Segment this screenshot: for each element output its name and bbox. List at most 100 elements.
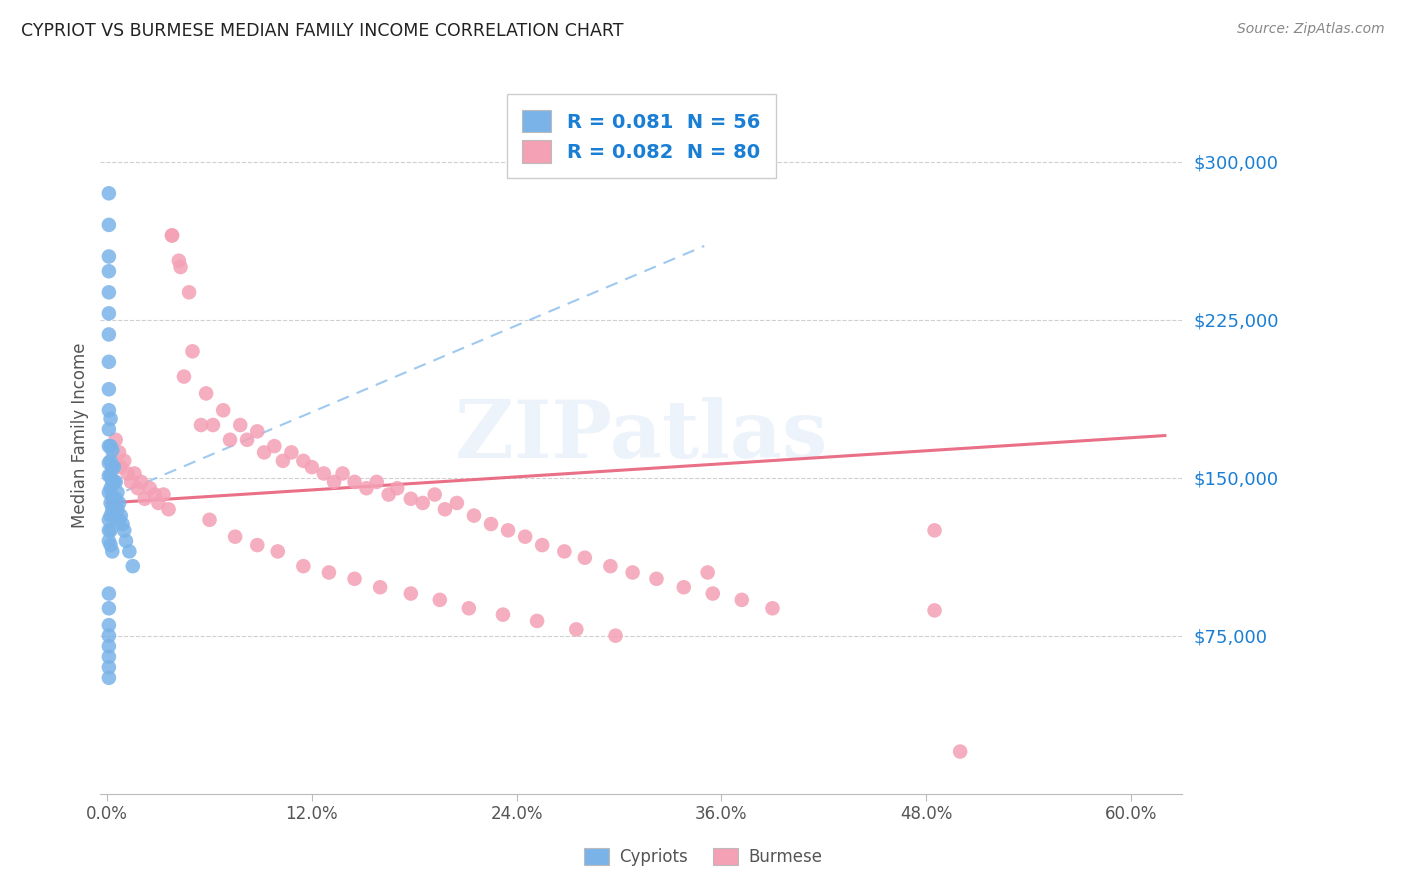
Point <box>565 623 588 637</box>
Point <box>100 538 122 552</box>
Point <box>103 475 125 489</box>
Point <box>124 467 146 481</box>
Point <box>97 533 120 548</box>
Point <box>301 460 323 475</box>
Text: CYPRIOT VS BURMESE MEDIAN FAMILY INCOME CORRELATION CHART: CYPRIOT VS BURMESE MEDIAN FAMILY INCOME … <box>21 22 624 40</box>
Point <box>104 433 127 447</box>
Point <box>129 475 152 489</box>
Point <box>949 745 972 759</box>
Point <box>160 228 183 243</box>
Point <box>103 491 125 506</box>
Point <box>246 538 269 552</box>
Point <box>100 524 122 538</box>
Point <box>385 481 408 495</box>
Point <box>429 592 451 607</box>
Point <box>463 508 485 523</box>
Point <box>97 485 120 500</box>
Point <box>553 544 575 558</box>
Point <box>702 586 724 600</box>
Point <box>97 264 120 278</box>
Point <box>731 592 754 607</box>
Point <box>104 475 127 489</box>
Point <box>97 285 120 300</box>
Point <box>201 417 224 432</box>
Point <box>343 475 366 489</box>
Point <box>97 629 120 643</box>
Point <box>924 603 946 617</box>
Point <box>412 496 434 510</box>
Point <box>120 475 142 489</box>
Point <box>101 490 124 504</box>
Point <box>605 629 627 643</box>
Point <box>280 445 302 459</box>
Point <box>263 439 285 453</box>
Point <box>97 306 120 320</box>
Point <box>924 524 946 538</box>
Point <box>108 513 131 527</box>
Point <box>110 460 132 475</box>
Point <box>312 467 335 481</box>
Legend: R = 0.081  N = 56, R = 0.082  N = 80: R = 0.081 N = 56, R = 0.082 N = 80 <box>506 95 776 178</box>
Point <box>152 487 174 501</box>
Point <box>253 445 276 459</box>
Point <box>621 566 644 580</box>
Point <box>323 475 346 489</box>
Point <box>112 454 135 468</box>
Point <box>108 445 131 459</box>
Point <box>134 491 156 506</box>
Point <box>101 460 124 475</box>
Point <box>97 218 120 232</box>
Point <box>104 508 127 523</box>
Point <box>104 491 127 506</box>
Point <box>101 443 124 458</box>
Point <box>148 496 170 510</box>
Point <box>97 250 120 264</box>
Point <box>97 456 120 470</box>
Point <box>97 671 120 685</box>
Point <box>100 508 122 523</box>
Point <box>212 403 235 417</box>
Point <box>761 601 783 615</box>
Point <box>190 417 212 432</box>
Point <box>173 369 195 384</box>
Point <box>167 253 190 268</box>
Point <box>97 382 120 396</box>
Point <box>267 544 290 558</box>
Point <box>599 559 621 574</box>
Point <box>97 524 120 538</box>
Point <box>107 485 129 500</box>
Point <box>433 502 456 516</box>
Point <box>143 487 166 501</box>
Point <box>118 544 141 558</box>
Point <box>97 422 120 436</box>
Point <box>479 516 502 531</box>
Point <box>97 439 120 453</box>
Y-axis label: Median Family Income: Median Family Income <box>72 343 89 528</box>
Point <box>246 425 269 439</box>
Point <box>177 285 200 300</box>
Point <box>139 481 162 495</box>
Point <box>100 468 122 483</box>
Point <box>115 533 138 548</box>
Point <box>368 580 391 594</box>
Point <box>513 530 536 544</box>
Point <box>101 544 124 558</box>
Point <box>423 487 446 501</box>
Text: Source: ZipAtlas.com: Source: ZipAtlas.com <box>1237 22 1385 37</box>
Point <box>97 186 120 201</box>
Point <box>101 502 124 516</box>
Point <box>169 260 191 274</box>
Point <box>121 559 143 574</box>
Point <box>399 491 422 506</box>
Point <box>181 344 204 359</box>
Point <box>332 467 354 481</box>
Point <box>399 586 422 600</box>
Point <box>318 566 340 580</box>
Point <box>100 454 122 468</box>
Point <box>112 524 135 538</box>
Point <box>224 530 246 544</box>
Point <box>108 496 131 510</box>
Point <box>229 417 252 432</box>
Point <box>97 403 120 417</box>
Point <box>100 439 122 453</box>
